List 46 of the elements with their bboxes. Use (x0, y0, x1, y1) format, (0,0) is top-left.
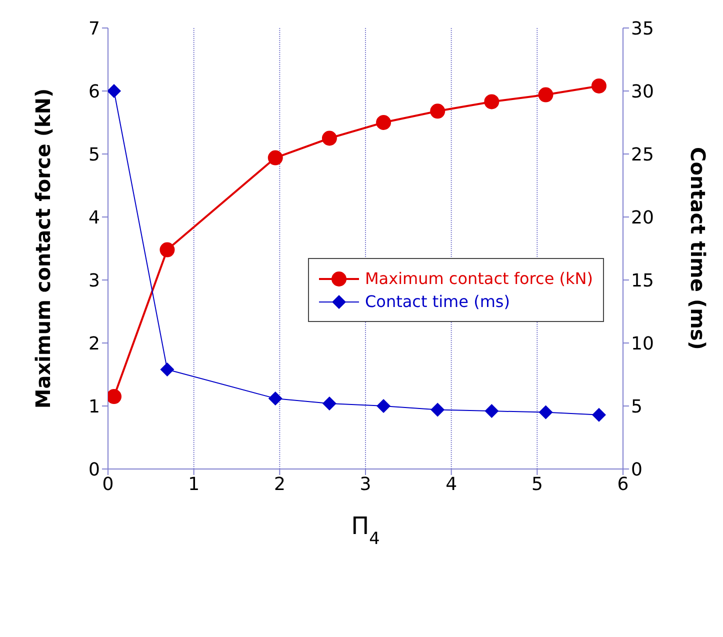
x-tick-label: 1 (188, 474, 200, 495)
x-tick-label: 4 (446, 474, 458, 495)
y2-tick-label: 15 (631, 270, 654, 292)
point (592, 408, 606, 422)
y2-tick-label: 20 (631, 207, 654, 228)
point (430, 402, 445, 417)
y-tick-label: 7 (88, 18, 100, 40)
point (160, 362, 174, 376)
y-tick-label: 4 (88, 207, 100, 228)
point (484, 404, 499, 418)
y2-axis-title: Contact time (ms) (686, 147, 710, 350)
point (322, 130, 337, 146)
point (108, 84, 122, 98)
point (538, 87, 554, 102)
legend-label: Maximum contact force (kN) (365, 269, 593, 288)
y-tick-label: 1 (88, 396, 100, 418)
point (268, 391, 282, 406)
x-tick-label: 5 (531, 474, 543, 495)
y2-tick-label: 25 (631, 144, 654, 166)
y-tick-label: 6 (88, 81, 100, 102)
x-tick-label: 3 (360, 474, 372, 495)
y2-tick-label: 5 (631, 396, 642, 418)
x-tick-label: 2 (274, 474, 286, 495)
x-tick-label: 6 (617, 474, 629, 495)
y2-tick-label: 0 (631, 459, 642, 480)
point (322, 396, 336, 410)
point (376, 115, 392, 130)
point (376, 399, 391, 413)
y-tick-label: 2 (88, 333, 100, 354)
point (430, 104, 446, 119)
point (160, 242, 175, 258)
x-axis-title: Π$_{4}$ (351, 512, 380, 548)
point (484, 94, 500, 110)
x-tick-label: 0 (102, 474, 114, 495)
y-tick-label: 3 (88, 270, 100, 292)
y2-tick-label: 30 (631, 81, 654, 102)
point (268, 150, 283, 166)
point (538, 405, 553, 420)
y-axis-title: Maximum contact force (kN) (31, 88, 56, 409)
y-tick-label: 5 (88, 144, 100, 166)
y-tick-label: 0 (88, 459, 100, 480)
y2-tick-label: 35 (631, 18, 654, 40)
y2-tick-label: 10 (631, 333, 654, 354)
point (591, 78, 606, 94)
legend-label: Contact time (ms) (365, 292, 510, 311)
point (108, 389, 122, 404)
